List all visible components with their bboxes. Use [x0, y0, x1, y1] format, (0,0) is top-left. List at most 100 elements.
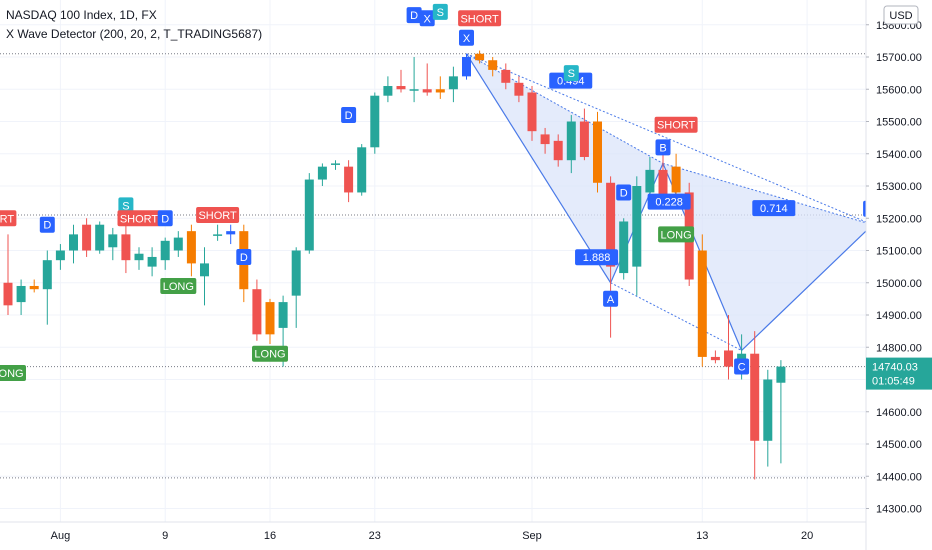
candle-body[interactable]: [213, 234, 223, 236]
candle-body[interactable]: [448, 76, 458, 90]
candle-body[interactable]: [252, 289, 262, 335]
candle-body[interactable]: [632, 186, 642, 267]
candle-body[interactable]: [710, 356, 720, 361]
signal-label-long-text: LONG: [661, 229, 692, 241]
candle-body[interactable]: [488, 60, 498, 70]
candle-body[interactable]: [42, 260, 52, 290]
candle-body[interactable]: [95, 224, 105, 251]
candle-body[interactable]: [331, 163, 340, 165]
price-axis: [866, 0, 932, 550]
candle-body[interactable]: [763, 379, 773, 441]
candle-body[interactable]: [160, 240, 170, 261]
candle-body[interactable]: [540, 134, 550, 145]
candle-body[interactable]: [579, 121, 589, 157]
signal-label-short-text: SHORT: [0, 213, 14, 225]
signal-label-s-text: S: [568, 68, 575, 80]
time-tick-label: 20: [801, 530, 813, 542]
candle-body[interactable]: [317, 166, 327, 180]
candle-body[interactable]: [658, 169, 668, 199]
price-tick-label: 15400.00: [876, 149, 922, 161]
pattern-point-label-bg: [734, 358, 750, 375]
candle-body[interactable]: [121, 234, 131, 261]
pattern-ratio-line: [466, 53, 873, 226]
candle-body[interactable]: [514, 82, 524, 96]
signal-label-d-text: D: [620, 187, 628, 199]
fib-ratio-label-text: 0.228: [655, 197, 683, 209]
candle-body[interactable]: [226, 231, 236, 235]
candle-body[interactable]: [383, 86, 393, 96]
candle-body[interactable]: [16, 285, 26, 303]
pattern-point-label-text: C: [738, 361, 746, 373]
price-tick-label: 15500.00: [876, 117, 922, 129]
last-price-text: 14740.03: [872, 362, 918, 374]
candle-body[interactable]: [82, 224, 92, 251]
last-price-badge: [866, 357, 932, 390]
candle-body[interactable]: [134, 253, 144, 261]
candle-body[interactable]: [370, 95, 380, 148]
signal-label-s-bg: [118, 197, 134, 214]
candle-body[interactable]: [750, 353, 760, 441]
fib-ratio-label-text: 1.888: [583, 252, 611, 264]
signal-label-d-text: D: [345, 110, 353, 122]
candle-body[interactable]: [147, 256, 157, 267]
candle-body[interactable]: [527, 92, 537, 132]
candle-body[interactable]: [566, 121, 576, 161]
candle-body[interactable]: [422, 89, 432, 93]
candle-body[interactable]: [671, 166, 681, 193]
signal-label-s-text: S: [437, 7, 444, 19]
pattern-point-label-text: A: [607, 294, 615, 306]
price-tick-label: 15000.00: [876, 278, 922, 290]
candle-body[interactable]: [357, 147, 367, 193]
signal-label-d-text: D: [410, 10, 418, 22]
signal-label-s-text: S: [122, 200, 129, 212]
candle-body[interactable]: [291, 250, 301, 296]
candle-body[interactable]: [173, 237, 183, 251]
pattern-bcd-fill: [663, 163, 873, 351]
candle-body[interactable]: [553, 140, 563, 161]
candle-body[interactable]: [501, 69, 511, 83]
candle-body[interactable]: [344, 166, 354, 193]
candle-body[interactable]: [475, 53, 485, 61]
time-tick-label: 16: [264, 530, 276, 542]
price-tick-label: 14500.00: [876, 439, 922, 451]
candle-body[interactable]: [776, 366, 786, 383]
candle-body[interactable]: [697, 250, 707, 357]
time-tick-label: 13: [696, 530, 708, 542]
candle-body[interactable]: [409, 89, 419, 91]
signal-label-short-bg: [196, 207, 240, 224]
candle-body[interactable]: [619, 221, 629, 274]
candle-body[interactable]: [108, 234, 118, 248]
price-tick-label: 14800.00: [876, 342, 922, 354]
currency-badge-box[interactable]: [883, 5, 919, 25]
candle-body[interactable]: [278, 302, 288, 328]
candle-body[interactable]: [265, 302, 275, 335]
time-tick-label: 23: [369, 530, 381, 542]
candle-body[interactable]: [55, 250, 65, 261]
candle-body[interactable]: [606, 182, 616, 267]
pattern-ratio-line: [610, 282, 742, 351]
signal-label-long-bg: [658, 226, 695, 243]
signal-label-d-bg: [406, 7, 422, 24]
candle-body[interactable]: [304, 179, 314, 251]
candle-body[interactable]: [69, 234, 78, 251]
pattern-point-label-bg: [459, 29, 474, 46]
candle-body[interactable]: [200, 263, 209, 277]
signal-label-d-text: D: [43, 220, 51, 232]
fib-ratio-label-bg: [575, 249, 619, 266]
signal-label-long-bg: [252, 345, 288, 362]
candle-body[interactable]: [435, 89, 445, 93]
countdown-text: 01:05:49: [872, 376, 915, 388]
candle-body[interactable]: [645, 169, 655, 193]
candle-body[interactable]: [724, 350, 733, 367]
candle-body[interactable]: [3, 282, 13, 306]
candle-body[interactable]: [29, 285, 39, 290]
candle-body[interactable]: [462, 57, 471, 77]
candle-body[interactable]: [593, 121, 602, 183]
candle-body[interactable]: [186, 231, 196, 264]
pattern-point-label-bg: [655, 139, 671, 156]
signal-label-long-text: LONG: [254, 349, 285, 361]
candle-body[interactable]: [396, 86, 406, 90]
pattern-leg-line: [741, 224, 874, 351]
pattern-ratio-line: [662, 162, 873, 226]
